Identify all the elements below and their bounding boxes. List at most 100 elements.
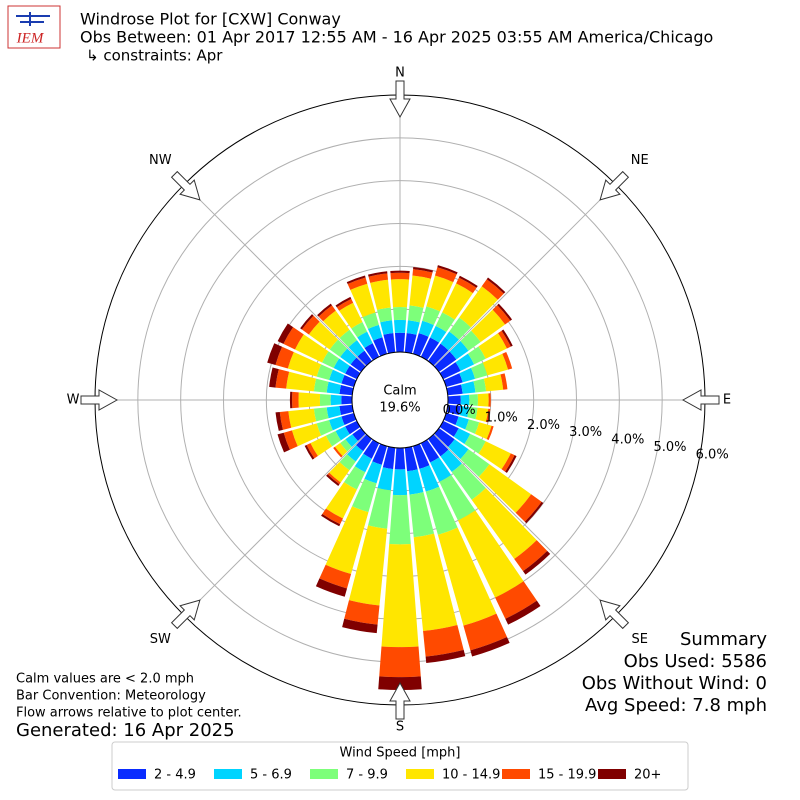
bar-segment (505, 455, 517, 473)
bar-segment (446, 404, 461, 416)
bar-segment (457, 510, 524, 598)
bar-segment (345, 434, 358, 447)
bar-segment (422, 306, 441, 326)
flow-arrow (389, 681, 411, 720)
bar-segment (437, 527, 497, 626)
spoke (183, 433, 367, 617)
bar-segment (471, 309, 506, 342)
bar-segment (439, 420, 459, 437)
direction-label: N (395, 66, 405, 81)
bar-segment (394, 332, 406, 353)
bar-segment (463, 613, 508, 651)
bar-segment (477, 393, 489, 407)
bar-segment (394, 447, 406, 470)
direction-label: E (723, 393, 731, 408)
bar-segment (409, 275, 431, 308)
bar-segment (434, 428, 455, 447)
logo-frame (7, 5, 61, 49)
bar-segment (275, 369, 290, 389)
bar-segment (318, 305, 336, 322)
spoke (183, 183, 367, 367)
bar-segment (286, 371, 317, 392)
bar-segment (409, 492, 435, 538)
bar-segment (335, 426, 350, 441)
bar-segment (446, 384, 463, 396)
legend-label: 2 - 4.9 (154, 768, 196, 783)
bar-segment (333, 446, 343, 458)
bar-segment (430, 325, 447, 343)
note: Flow arrows relative to plot center. (16, 706, 242, 721)
bar-segment (412, 443, 430, 469)
bar-segment (327, 472, 341, 485)
legend-label: 10 - 14.9 (442, 768, 500, 783)
bar-segment (334, 443, 348, 456)
bar-segment (372, 443, 388, 465)
bar-segment (425, 649, 466, 664)
bar-segment (500, 373, 508, 390)
flow-arrow-shape (599, 599, 630, 630)
bar-segment (340, 439, 352, 452)
bar-segment (343, 466, 366, 490)
bar-segment (514, 540, 548, 572)
bar-segment (288, 408, 317, 428)
bar-segment (426, 275, 454, 312)
flow-arrow (170, 170, 201, 201)
legend-swatch (118, 769, 146, 779)
bar-segment (412, 333, 429, 357)
bar-segment (267, 343, 283, 365)
bar-segment (367, 324, 383, 341)
r-tick-label: 5.0% (653, 440, 686, 455)
r-tick-label: 6.0% (696, 448, 729, 463)
bar-segment (329, 416, 345, 431)
bar-segment (392, 469, 408, 496)
bar-segment (319, 564, 352, 589)
bar-segment (467, 346, 486, 365)
bar-segment (497, 303, 513, 321)
bar-segment (449, 317, 471, 340)
bar-segment (469, 394, 478, 406)
legend-swatch (598, 769, 626, 779)
calm-value: 19.6% (379, 401, 420, 416)
bar-segment (313, 378, 329, 393)
bar-segment (357, 350, 372, 366)
summary-title: Summary (680, 629, 767, 650)
bar-segment (420, 439, 440, 463)
bar-segment (478, 464, 532, 513)
bar-segment (502, 352, 513, 370)
bar-segment (439, 475, 476, 521)
flow-arrow (80, 389, 119, 411)
bar-segment (326, 381, 342, 394)
bar-segment (368, 273, 389, 283)
bar-segment (316, 419, 333, 436)
bar-segment (341, 395, 353, 405)
bar-segment (275, 346, 294, 369)
bar-segment (325, 482, 357, 519)
bar-segment (464, 433, 486, 454)
flow-arrow-shape (80, 389, 119, 411)
legend-title: Wind Speed [mph] (340, 746, 461, 761)
flow-arrow-shape (681, 389, 720, 411)
bar-segment (460, 449, 490, 477)
flow-arrow-shape (170, 599, 201, 630)
bar-segment (470, 636, 510, 657)
bar-segment (345, 420, 361, 435)
bar-segment (418, 320, 434, 337)
bar-segment (277, 432, 290, 453)
bar-segment (456, 277, 477, 294)
legend-label: 5 - 6.9 (250, 768, 292, 783)
bar-segment (437, 265, 458, 275)
flow-arrow (681, 389, 720, 411)
bar-segment (393, 319, 407, 333)
flow-arrow-shape (389, 681, 411, 720)
bar-segment (390, 270, 410, 274)
bar-segment (419, 465, 440, 492)
legend-swatch (406, 769, 434, 779)
direction-label: SE (631, 632, 647, 647)
bar-segment (471, 488, 537, 559)
bar-segment (340, 348, 357, 365)
bar-segment (283, 430, 298, 450)
bar-segment (352, 478, 377, 513)
legend-label: 15 - 19.9 (538, 768, 596, 783)
spoke (433, 433, 617, 617)
bar-segment (404, 446, 418, 472)
